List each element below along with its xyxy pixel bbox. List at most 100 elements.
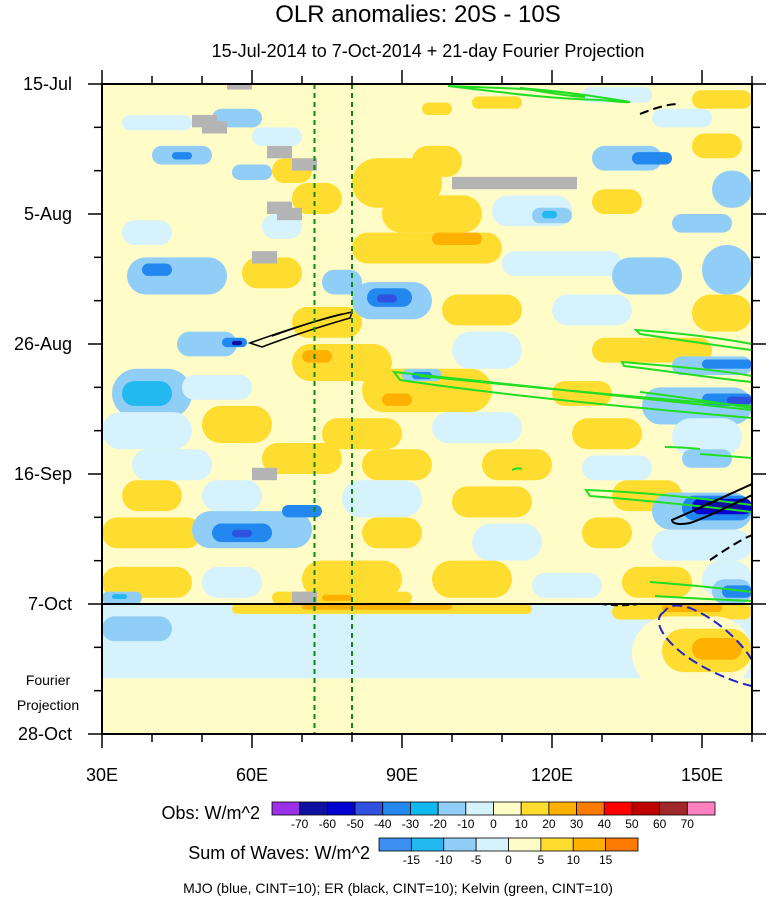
colorbar-swatch [299, 801, 328, 816]
anomaly-patch [432, 232, 482, 245]
anomaly-patch [472, 523, 542, 561]
x-axis: 30E 60E 90E 120E 150E [86, 70, 753, 785]
colorbar-tick-label: -5 [471, 853, 482, 867]
missing-cell [277, 207, 302, 221]
x-tick-label: 150E [681, 765, 723, 785]
y-tick-label: 15-Jul [23, 74, 72, 94]
kelvin-contour [639, 391, 752, 409]
fourier-label-line1: Fourier [26, 672, 71, 688]
kelvin-contour [699, 453, 752, 459]
colorbar-swatch [548, 801, 577, 816]
anomaly-patch [142, 263, 172, 276]
anomaly-patch [382, 393, 412, 406]
y-tick-label: 5-Aug [24, 204, 72, 224]
anomaly-patch [322, 594, 352, 601]
kelvin-contour [519, 87, 586, 98]
colorbar-swatch [493, 801, 522, 816]
missing-data-cells [192, 84, 577, 604]
anomaly-patch [232, 340, 242, 346]
colorbar-swatch [271, 801, 301, 816]
colorbar-tick-label: 40 [598, 817, 612, 831]
mjo-contour [657, 604, 752, 687]
kelvin-contour [664, 446, 701, 450]
anomaly-patch [102, 412, 192, 450]
anomaly-patch [442, 294, 522, 326]
missing-cell [227, 84, 252, 90]
colorbar-swatch [631, 801, 661, 816]
anomaly-patch [652, 108, 712, 128]
anomaly-patch [362, 517, 422, 549]
anomaly-patch [232, 164, 272, 180]
anomaly-patch [112, 594, 127, 600]
er-contour [271, 313, 343, 337]
waves-legend-label: Sum of Waves: W/m^2 [188, 843, 370, 863]
anomaly-patch [412, 145, 462, 177]
wave-contours [247, 85, 752, 687]
anomaly-patch [632, 152, 672, 165]
missing-cell [292, 158, 317, 171]
anomaly-patch [612, 257, 682, 295]
y-axis: 15-Jul 5-Aug 26-Aug 16-Sep 7-Oct 28-Oct [14, 74, 766, 744]
anomaly-patch [452, 486, 532, 518]
anomaly-patch [582, 517, 632, 549]
plot-frame [101, 83, 753, 735]
kelvin-contour [654, 595, 752, 602]
colorbar-swatch [354, 801, 384, 816]
y-tick-label: 26-Aug [14, 334, 72, 354]
anomaly-patch [692, 133, 742, 159]
anomaly-patch [172, 152, 192, 160]
anomaly-patch [692, 294, 752, 332]
anomaly-patch [727, 396, 752, 405]
anomaly-patch [592, 189, 642, 214]
colorbar-tick-label: 0 [505, 853, 512, 867]
anomaly-patch [202, 566, 262, 598]
colorbar-tick-label: 50 [625, 817, 639, 831]
anomaly-patch [452, 331, 522, 369]
colorbar-swatch [572, 837, 607, 852]
colorbar-tick-label: -20 [429, 817, 447, 831]
anomaly-patch [132, 449, 212, 481]
anomaly-patch [302, 350, 332, 363]
anomaly-patch [322, 418, 402, 450]
x-tick-label: 60E [236, 765, 268, 785]
kelvin-contour [649, 581, 752, 593]
x-tick-label: 90E [386, 765, 418, 785]
anomaly-patch [552, 294, 632, 326]
anomaly-patch [432, 412, 522, 444]
er-contour [639, 103, 679, 115]
anomaly-patch [472, 96, 522, 109]
anomaly-patch [202, 405, 272, 444]
anomaly-patch [252, 127, 302, 146]
anomaly-patch [177, 331, 237, 357]
anomaly-patch [102, 616, 172, 642]
colorbar-swatch [410, 837, 445, 852]
anomaly-patch [692, 638, 742, 660]
anomaly-patch [422, 102, 452, 115]
kelvin-contour [419, 375, 752, 407]
anomaly-patch [122, 480, 182, 512]
colorbar-swatch [508, 837, 542, 852]
anomaly-patch [302, 604, 452, 610]
background-band [102, 678, 752, 734]
anomaly-patch [592, 337, 712, 363]
plot-area [102, 84, 752, 734]
colorbar-swatch [443, 837, 477, 852]
waves-colorbar: -15 -10 -5 0 5 10 15 [378, 837, 639, 867]
x-tick-label: 120E [531, 765, 573, 785]
missing-cell [267, 145, 292, 159]
anomaly-patch [292, 183, 342, 214]
anomaly-patch [122, 220, 172, 245]
colorbar-swatch [540, 837, 574, 852]
footnote: MJO (blue, CINT=10); ER (black, CINT=10)… [183, 880, 613, 896]
anomaly-patch [482, 449, 552, 481]
fourier-label-line2: Projection [17, 697, 79, 713]
anomaly-patch [242, 257, 302, 289]
colorbar-tick-label: 10 [515, 817, 529, 831]
anomaly-patch [652, 529, 752, 561]
kelvin-contour [620, 360, 752, 384]
colorbar-swatch [576, 801, 605, 816]
anomaly-patch [182, 374, 252, 400]
anomaly-patch [122, 381, 172, 406]
chart-title: OLR anomalies: 20S - 10S [275, 1, 560, 28]
colorbar-swatch [382, 801, 411, 816]
